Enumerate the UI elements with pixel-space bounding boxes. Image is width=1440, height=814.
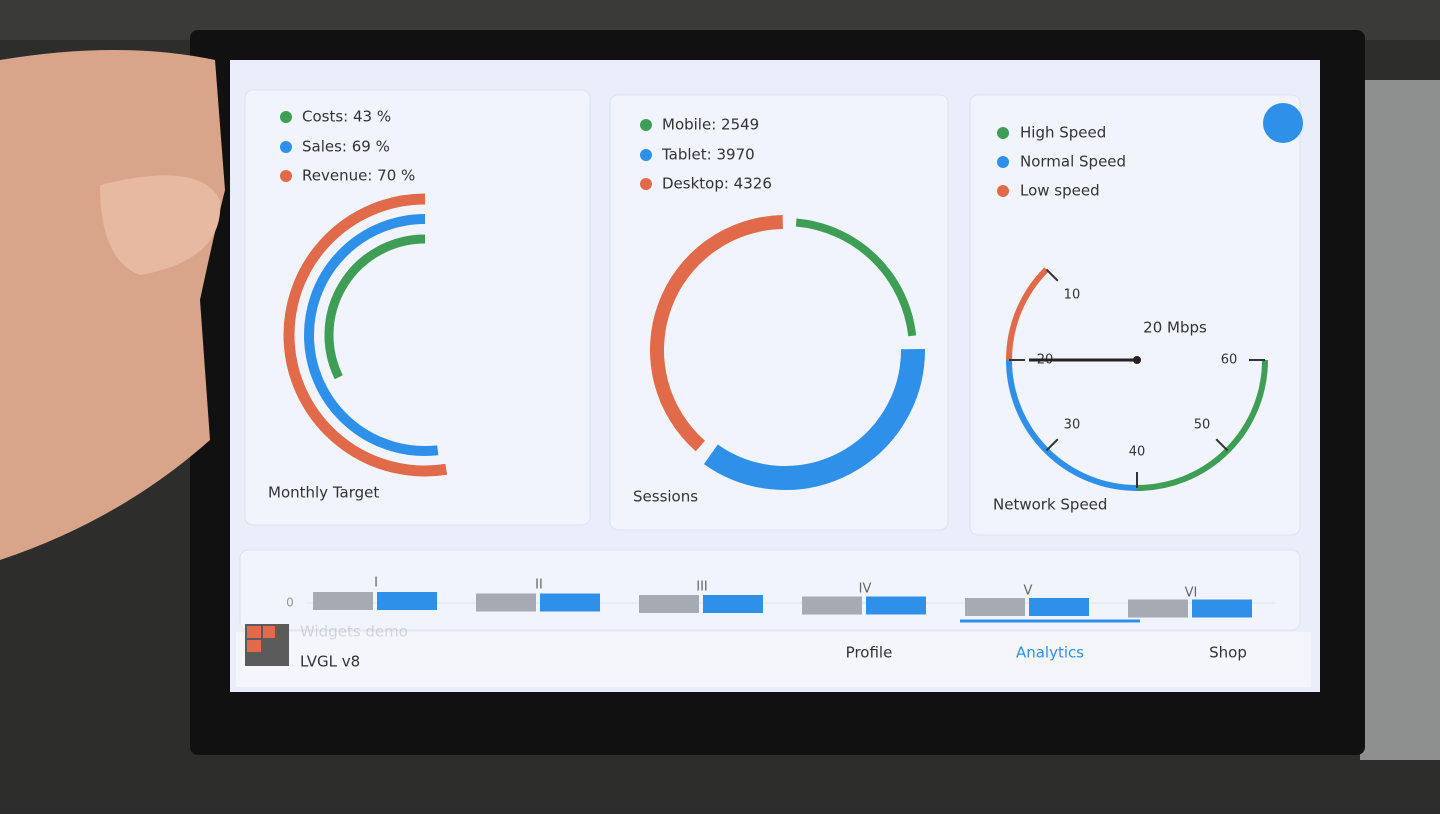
gauge-value: 20 Mbps (1143, 319, 1207, 337)
bar (703, 595, 763, 613)
legend-dot (640, 178, 652, 190)
gauge-center (1133, 356, 1141, 364)
bar (476, 593, 536, 612)
button[interactable] (1263, 103, 1303, 143)
bar (1128, 599, 1188, 618)
legend-label: Revenue: 70 % (302, 167, 415, 185)
x-tick-label: I (374, 576, 378, 591)
logo (263, 626, 275, 638)
card (244, 89, 591, 526)
x-tick-label: VI (1185, 586, 1198, 601)
tab[interactable]: Analytics (1016, 644, 1084, 662)
gauge-tick-label: 60 (1221, 353, 1238, 368)
legend-label: Desktop: 4326 (662, 175, 772, 193)
x-tick-label: V (1024, 584, 1033, 599)
card-title: Monthly Target (268, 484, 379, 502)
legend-label: Tablet: 3970 (661, 146, 755, 164)
x-tick-label: IV (859, 582, 872, 597)
card-title: Sessions (633, 488, 698, 506)
gauge-tick-label: 30 (1064, 418, 1081, 433)
arc (703, 349, 925, 490)
legend-label: Costs: 43 % (302, 108, 391, 126)
bar (313, 592, 373, 610)
bar (965, 598, 1025, 616)
bar (1029, 598, 1089, 616)
logo (247, 626, 261, 638)
x-tick-label: II (535, 578, 543, 593)
app-title: LVGL v8 (300, 653, 360, 671)
bar (639, 595, 699, 613)
legend-dot (280, 141, 292, 153)
gauge-tick (1045, 268, 1059, 282)
legend-label: Mobile: 2549 (662, 116, 759, 134)
legend-dot (640, 149, 652, 161)
bubble-wrap (1360, 80, 1440, 760)
arc (795, 218, 917, 337)
card (239, 549, 1301, 631)
x-tick-label: III (696, 580, 708, 595)
gauge-tick-label: 50 (1194, 418, 1211, 433)
tab-bar (236, 632, 1311, 687)
tab[interactable]: Profile (846, 644, 893, 662)
gauge-zone (1006, 267, 1049, 361)
legend-dot (997, 127, 1009, 139)
legend-dot (997, 185, 1009, 197)
legend-label: Sales: 69 % (302, 138, 390, 156)
legend-dot (280, 170, 292, 182)
arc (324, 234, 426, 380)
thumb (100, 175, 221, 275)
gauge-tick (1215, 438, 1229, 452)
legend-label: Low speed (1020, 182, 1100, 200)
app-subtitle: Widgets demo (300, 623, 408, 641)
gauge-tick (1045, 438, 1059, 452)
card-title: Network Speed (993, 496, 1107, 514)
gauge-tick-label: 40 (1129, 445, 1146, 460)
bar (377, 592, 437, 610)
arc (283, 193, 448, 477)
legend-label: High Speed (1020, 124, 1106, 142)
gauge-tick-label: 10 (1064, 287, 1081, 302)
card (969, 94, 1301, 536)
legend-label: Normal Speed (1020, 153, 1126, 171)
legend-dot (280, 111, 292, 123)
tab[interactable]: Shop (1209, 644, 1247, 662)
legend-dot (640, 119, 652, 131)
bar (802, 596, 862, 615)
bar (540, 593, 600, 612)
logo (247, 640, 261, 652)
arc (304, 214, 439, 456)
bar (866, 596, 926, 615)
legend-dot (997, 156, 1009, 168)
arc (650, 215, 783, 452)
y-tick-label: 0 (286, 596, 294, 610)
bar (1192, 599, 1252, 618)
card (609, 94, 949, 531)
